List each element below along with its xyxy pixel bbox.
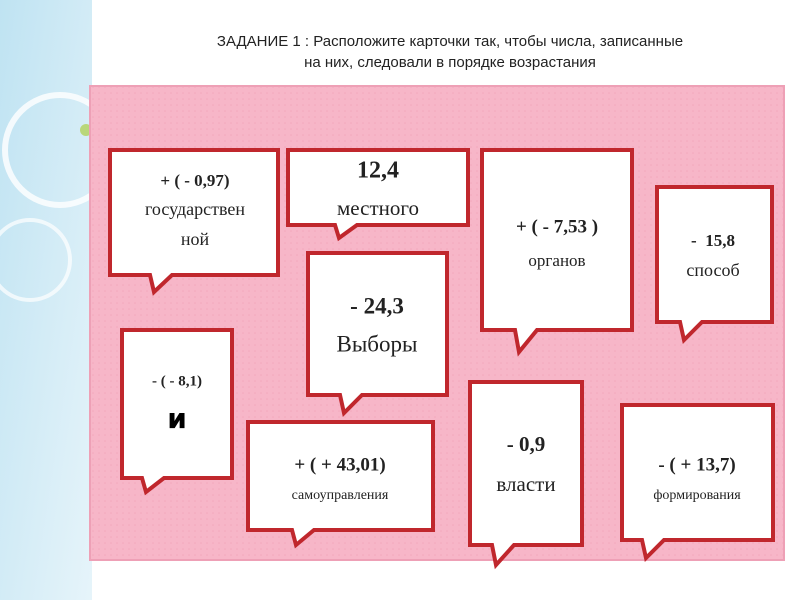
card-word: ной xyxy=(181,229,210,249)
card-number: - ( - 8,1) xyxy=(152,373,202,389)
card-number: + ( + 43,01) xyxy=(294,454,385,475)
card-number: - 24,3 xyxy=(350,293,404,318)
card xyxy=(286,148,470,242)
side-decoration xyxy=(0,0,92,600)
title-line: ЗАДАНИЕ 1 : Расположите карточки так, чт… xyxy=(217,33,683,50)
card-number: 12,4 xyxy=(357,158,399,184)
card xyxy=(246,420,435,549)
card xyxy=(120,328,234,496)
card-word: власти xyxy=(496,472,555,496)
card xyxy=(108,148,280,296)
card xyxy=(620,403,775,562)
card xyxy=(306,251,449,417)
card-word: самоуправления xyxy=(292,488,389,503)
title-line: на них, следовали в порядке возрастания xyxy=(304,54,596,71)
card-number: + ( - 7,53 ) xyxy=(516,216,598,237)
card-word: и xyxy=(167,402,187,435)
card-word: государствен xyxy=(145,199,245,219)
decor-circle xyxy=(0,218,72,302)
card xyxy=(655,185,774,344)
card-word: органов xyxy=(528,251,585,270)
card-number: + ( - 0,97) xyxy=(160,171,229,190)
card-number: - 15,8 xyxy=(691,231,735,250)
card-number: - 0,9 xyxy=(507,432,546,456)
card-word: Выборы xyxy=(337,331,418,356)
card-word: способ xyxy=(686,260,739,280)
card xyxy=(468,380,584,570)
card xyxy=(480,148,634,357)
card-word: местного xyxy=(337,196,419,220)
card-word: формирования xyxy=(653,488,741,503)
card-number: - ( + 13,7) xyxy=(658,454,735,475)
